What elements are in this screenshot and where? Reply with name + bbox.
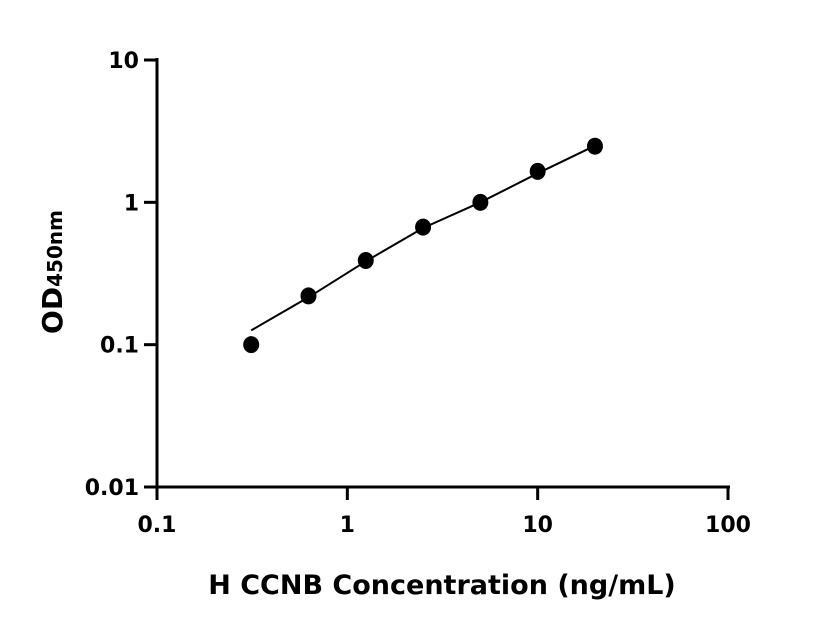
y-axis-label-subscript: 450nm xyxy=(43,210,67,287)
data-point xyxy=(243,336,260,354)
x-axis-label: H CCNB Concentration (ng/mL) xyxy=(208,570,676,601)
x-tick-label: 10 xyxy=(522,513,553,538)
y-tick-label: 1 xyxy=(124,191,139,216)
data-point xyxy=(472,193,489,211)
axes xyxy=(155,58,730,489)
x-tick-label: 100 xyxy=(705,513,751,538)
data-point xyxy=(586,137,603,155)
y-tick-label: 0.1 xyxy=(100,334,139,359)
y-axis-label-main: OD xyxy=(36,287,69,334)
ticks: 0.1 1 10 100 0.01 0.1 1 10 xyxy=(85,49,751,538)
y-axis-label: OD450nm xyxy=(36,210,69,334)
x-tick-label: 0.1 xyxy=(138,513,177,538)
data-point xyxy=(357,252,374,270)
x-tick-label: 1 xyxy=(340,513,355,538)
data-point xyxy=(300,287,317,305)
y-tick-label: 0.01 xyxy=(85,476,139,501)
y-tick-label: 10 xyxy=(108,49,139,74)
data-point xyxy=(415,218,432,236)
marks xyxy=(243,137,603,354)
data-point xyxy=(529,162,546,180)
